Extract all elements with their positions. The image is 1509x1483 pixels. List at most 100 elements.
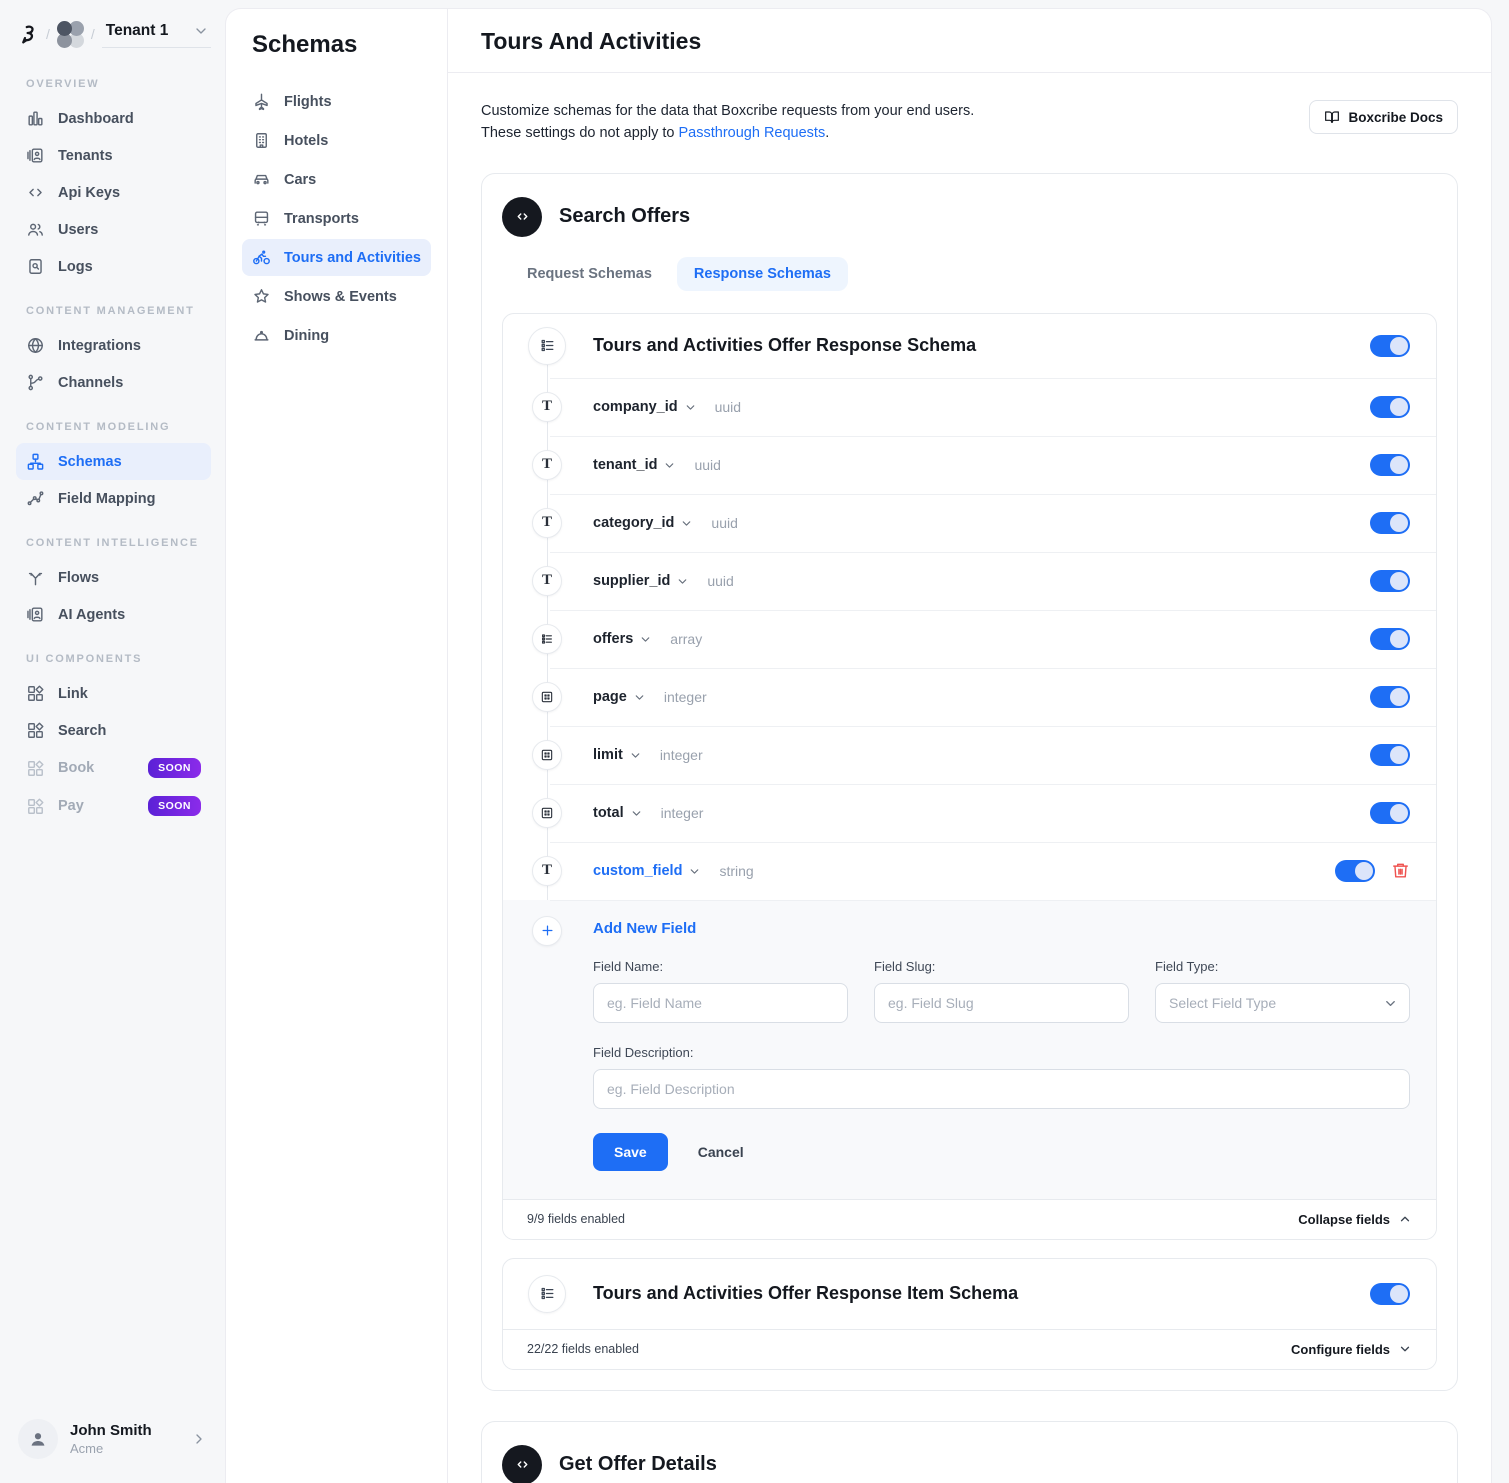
add-new-field-title[interactable]: Add New Field [593,919,697,937]
field-toggle[interactable] [1370,569,1410,592]
field-toggle[interactable] [1370,511,1410,534]
sidebar-item-tenants[interactable]: Tenants [16,137,211,174]
tenant-selector[interactable]: Tenant 1 [101,20,211,48]
field-name[interactable]: category_id [593,514,675,531]
sidebar-item-schemas[interactable]: Schemas [16,443,211,480]
field-name[interactable]: supplier_id [593,572,671,589]
org-chart-icon [26,452,45,471]
sidebar-item-api-keys[interactable]: Api Keys [16,174,211,211]
field-toggle[interactable] [1370,801,1410,824]
scatter-path-icon [26,489,45,508]
app-logo-icon[interactable] [18,24,39,45]
sidebar-item-label: Book [58,760,95,776]
tab-request-schemas[interactable]: Request Schemas [510,257,669,291]
field-description-block: Field Description: [593,1045,1410,1109]
sidebar-item-label: Flows [58,569,100,586]
field-toggle[interactable] [1370,453,1410,476]
sidebar-item-search[interactable]: Search [16,712,211,749]
sidebar-item-label: Dashboard [58,110,134,127]
sidebar-item-ai-agents[interactable]: AI Agents [16,596,211,633]
field-name[interactable]: company_id [593,398,678,415]
user-menu[interactable]: John Smith Acme [16,1413,211,1465]
field-name[interactable]: offers [593,630,634,647]
schema-list-icon [528,1274,566,1313]
field-type-select[interactable] [1155,982,1410,1023]
field-type: integer [659,746,703,763]
field-row-category-id: T category_id uuid [503,493,1436,552]
chevron-down-icon [666,463,674,469]
field-name-input[interactable] [593,982,848,1023]
schema-nav-cars[interactable]: Cars [242,161,431,198]
schema-nav-shows-events[interactable]: Shows & Events [242,278,431,315]
get-offer-details-header: Get Offer Details [502,1444,1437,1483]
schema-nav-flights[interactable]: Flights [242,83,431,120]
schema-list-icon [528,326,566,365]
string-type-icon: T [532,855,562,886]
sidebar-item-label: AI Agents [58,606,126,623]
field-toggle[interactable] [1370,627,1410,650]
field-type: integer [660,804,704,821]
schema-nav-tours-and-activities[interactable]: Tours and Activities [242,239,431,276]
fields-enabled-count: 9/9 fields enabled [527,1212,625,1227]
intro-text: Customize schemas for the data that Boxc… [481,100,974,145]
sidebar-item-users[interactable]: Users [16,211,211,248]
sidebar-item-flows[interactable]: Flows [16,559,211,596]
schema-toggle[interactable] [1370,334,1410,357]
nav-section-ui-components: UI COMPONENTS [26,653,143,665]
org-avatar[interactable] [56,20,84,48]
app-sidebar: / / Tenant 1 OVERVIEW Dashboard Tenants … [0,0,225,1483]
delete-field-icon[interactable] [1391,861,1410,880]
sidebar-item-channels[interactable]: Channels [16,364,211,401]
intro-line2-prefix: These settings do not apply to [481,125,679,142]
sidebar-item-label: Integrations [58,337,141,354]
cancel-button[interactable]: Cancel [697,1143,744,1160]
field-description-label: Field Description: [593,1044,694,1060]
configure-fields-button[interactable]: Configure fields [1291,1342,1412,1357]
field-description-input[interactable] [593,1068,1410,1109]
save-button[interactable]: Save [593,1132,668,1171]
code-icon [26,183,45,202]
field-toggle[interactable] [1335,859,1375,882]
breadcrumb-separator: / [46,26,50,42]
schema-nav-label: Tours and Activities [284,249,421,266]
schema-nav-transports[interactable]: Transports [242,200,431,237]
field-toggle[interactable] [1370,743,1410,766]
field-name[interactable]: custom_field [593,862,683,879]
code-endpoint-icon [502,1444,542,1483]
field-name[interactable]: page [593,688,627,705]
field-name[interactable]: tenant_id [593,456,658,473]
sidebar-item-link[interactable]: Link [16,675,211,712]
item-schema-toggle[interactable] [1370,1282,1410,1305]
sidebar-item-label: Link [58,685,88,702]
book-icon [1325,111,1340,123]
integer-type-icon [532,739,562,770]
tab-response-schemas[interactable]: Response Schemas [676,256,848,291]
plus-icon[interactable] [532,915,562,946]
collapse-fields-button[interactable]: Collapse fields [1298,1212,1412,1227]
sidebar-item-book[interactable]: Book SOON [16,749,211,787]
agents-icon [26,605,45,624]
field-slug-input[interactable] [874,982,1129,1023]
field-name[interactable]: total [593,804,624,821]
schema-nav-dining[interactable]: Dining [242,317,431,354]
field-toggle[interactable] [1370,685,1410,708]
chevron-down-icon [686,405,694,411]
field-type: integer [663,688,707,705]
passthrough-requests-link[interactable]: Passthrough Requests [678,125,826,142]
schema-nav-hotels[interactable]: Hotels [242,122,431,159]
sidebar-item-integrations[interactable]: Integrations [16,327,211,364]
sidebar-item-pay[interactable]: Pay SOON [16,787,211,825]
sidebar-item-field-mapping[interactable]: Field Mapping [16,480,211,517]
field-row-supplier-id: T supplier_id uuid [503,551,1436,610]
field-name[interactable]: limit [593,746,623,763]
chevron-down-icon [691,869,699,875]
field-toggle[interactable] [1370,395,1410,418]
field-type: uuid [707,572,734,589]
boxcribe-docs-button[interactable]: Boxcribe Docs [1309,100,1458,134]
sidebar-item-dashboard[interactable]: Dashboard [16,100,211,137]
soon-badge: SOON [148,758,201,778]
chevron-right-icon [196,1434,202,1444]
sidebar-item-logs[interactable]: Logs [16,248,211,285]
schema-nav-label: Shows & Events [284,288,397,305]
intro-line2-suffix: . [825,125,830,142]
